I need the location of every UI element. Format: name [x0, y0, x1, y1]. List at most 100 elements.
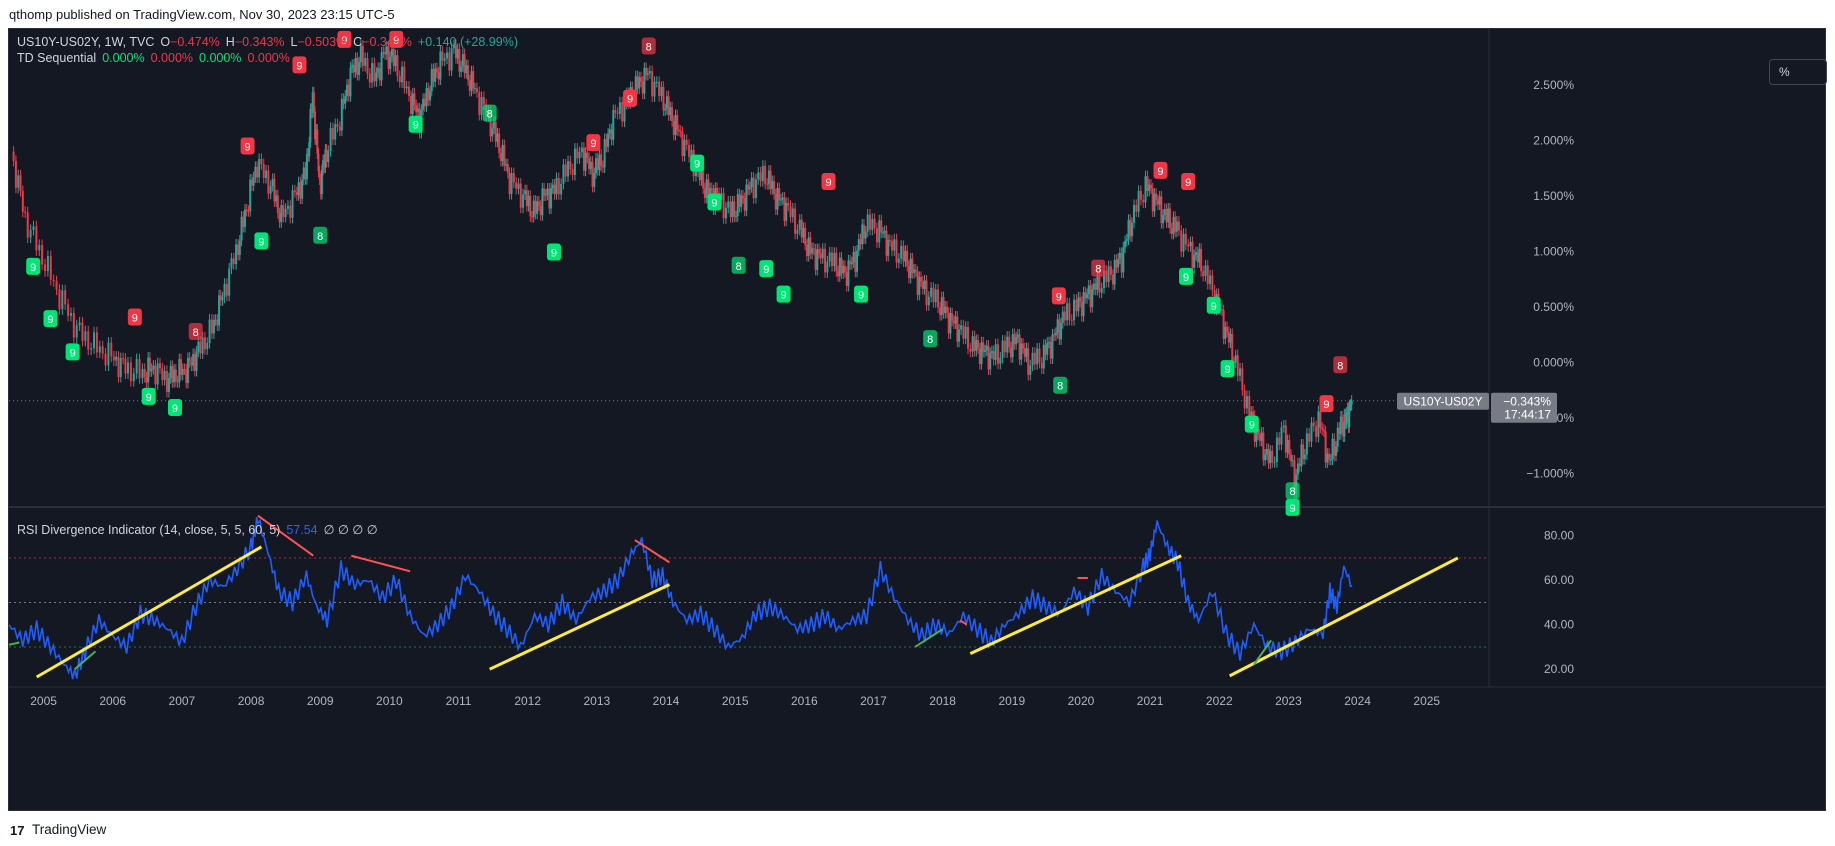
- price-candle: [1003, 340, 1006, 353]
- time-axis-tick: 2005: [30, 694, 57, 708]
- scale-percent-button[interactable]: %: [1769, 59, 1827, 85]
- price-candle: [1300, 444, 1303, 467]
- price-candle: [1053, 334, 1056, 336]
- price-candle: [1077, 297, 1080, 312]
- price-candle: [909, 258, 912, 278]
- time-axis-tick: 2010: [376, 694, 403, 708]
- price-candle: [873, 218, 876, 229]
- price-candle: [380, 52, 383, 81]
- price-candle: [1111, 274, 1114, 285]
- price-candle: [564, 164, 567, 177]
- price-candle: [837, 271, 840, 277]
- price-candle: [580, 147, 583, 153]
- price-candle: [887, 240, 890, 256]
- price-candle: [1009, 347, 1012, 358]
- price-candle: [1031, 352, 1034, 366]
- price-candle: [297, 182, 300, 196]
- price-candle: [584, 152, 587, 171]
- price-candle: [167, 378, 170, 392]
- price-candle: [830, 252, 833, 267]
- time-axis-tick: 2023: [1275, 694, 1302, 708]
- series-name-tag: [1397, 392, 1489, 410]
- price-candle: [104, 353, 107, 366]
- price-candle: [623, 103, 626, 122]
- price-candle: [221, 297, 224, 301]
- price-candle: [1066, 303, 1069, 321]
- price-candle: [358, 62, 361, 75]
- td-marker-label: 9: [590, 138, 596, 150]
- price-candle: [551, 184, 554, 189]
- rsi-name: RSI Divergence Indicator (14, close, 5, …: [17, 523, 281, 537]
- price-candle: [897, 258, 900, 263]
- price-candle: [1118, 252, 1121, 259]
- price-candle: [46, 256, 49, 272]
- price-candle: [1291, 460, 1294, 462]
- price-candle: [716, 187, 719, 194]
- price-candle: [1336, 427, 1339, 447]
- price-candle: [1275, 437, 1278, 463]
- price-axis-tick: 2.500%: [1533, 78, 1574, 92]
- price-candle: [1020, 343, 1023, 360]
- price-candle: [390, 48, 393, 57]
- chart-svg[interactable]: 2.500%2.000%1.500%1.000%0.500%0.000%−0.5…: [9, 29, 1825, 810]
- price-candle: [1339, 416, 1342, 435]
- price-candle: [389, 56, 392, 69]
- price-candle: [325, 149, 328, 162]
- price-candle: [32, 226, 35, 230]
- price-candle: [956, 316, 959, 342]
- price-candle: [491, 128, 494, 137]
- price-candle: [320, 169, 323, 194]
- price-candle: [1204, 265, 1207, 277]
- price-candle: [192, 354, 195, 366]
- price-candle: [828, 252, 831, 262]
- price-candle: [588, 157, 591, 169]
- price-candle: [78, 322, 81, 326]
- price-candle: [210, 319, 213, 334]
- price-candle: [180, 359, 183, 375]
- price-candle: [1187, 244, 1190, 247]
- price-candle: [754, 179, 757, 199]
- price-candle: [452, 45, 455, 49]
- price-candle: [1051, 334, 1054, 359]
- td-marker-label: 8: [487, 109, 493, 121]
- td-marker-badge: [1333, 356, 1348, 374]
- price-candle: [430, 69, 433, 91]
- price-candle: [639, 77, 642, 82]
- price-candle: [1202, 271, 1205, 277]
- price-candle: [201, 337, 204, 354]
- price-candle: [984, 350, 987, 352]
- price-candle: [601, 166, 604, 168]
- td-marker-label: 9: [70, 347, 76, 359]
- price-candle: [683, 139, 686, 156]
- price-candle: [722, 193, 725, 219]
- price-candle: [510, 173, 513, 195]
- price-candle: [1149, 184, 1152, 189]
- price-candle: [1056, 319, 1059, 333]
- price-candle: [371, 63, 374, 83]
- price-candle: [1061, 311, 1064, 324]
- price-candle: [582, 147, 585, 171]
- price-candle: [550, 188, 553, 209]
- price-candle: [685, 139, 688, 145]
- price-candle: [907, 265, 910, 278]
- price-candle: [361, 45, 364, 66]
- price-candle: [12, 151, 15, 161]
- price-candle: [951, 313, 954, 321]
- price-candle: [1273, 462, 1276, 464]
- td-marker-badge: [313, 226, 328, 244]
- price-candle: [638, 77, 641, 89]
- chart-area[interactable]: 2.500%2.000%1.500%1.000%0.500%0.000%−0.5…: [8, 28, 1827, 811]
- price-candle: [271, 178, 274, 187]
- price-candle: [169, 365, 172, 379]
- price-candle: [1200, 248, 1203, 272]
- price-candle: [1172, 216, 1175, 234]
- td-marker-badge: [586, 134, 601, 152]
- price-candle: [472, 71, 475, 89]
- price-candle: [1087, 285, 1090, 295]
- price-candle: [405, 86, 408, 89]
- price-candle: [743, 198, 746, 211]
- price-candle: [115, 356, 118, 361]
- price-candle: [1220, 308, 1223, 311]
- price-candle: [1105, 270, 1108, 283]
- last-price-tag-value: −0.343%: [1503, 395, 1551, 409]
